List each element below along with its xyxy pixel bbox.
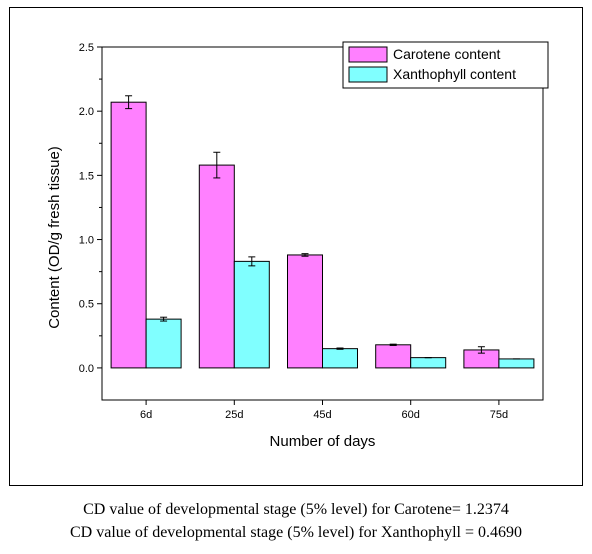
bar-carotene	[198, 164, 235, 369]
bar-xanthophyll	[145, 318, 182, 369]
legend-swatch	[348, 46, 388, 63]
legend-swatch	[348, 66, 388, 83]
x-tick-label: 45d	[313, 409, 331, 421]
bar-xanthophyll	[322, 348, 358, 369]
y-tick-label: 1.0	[79, 235, 94, 247]
bar-xanthophyll	[498, 358, 535, 369]
legend-label: Xanthophyll content	[393, 66, 516, 82]
bar-chart: 0.0 0.5 1.0 1.5 2.0 2.5 6d 25d 45d 60d 75d Number o…	[46, 41, 549, 450]
bar-carotene	[287, 254, 323, 369]
bar-carotene	[375, 344, 412, 369]
bar-carotene	[110, 101, 147, 369]
caption-xanthophyll-cd: CD value of developmental stage (5% leve…	[69, 524, 522, 541]
bar-xanthophyll	[233, 260, 270, 369]
y-tick-label: 0.5	[79, 299, 94, 311]
y-tick-label: 2.5	[79, 42, 94, 54]
x-tick-label: 75d	[490, 409, 508, 421]
bar-xanthophyll	[410, 357, 447, 369]
x-tick-label: 6d	[140, 409, 152, 421]
x-tick-label: 60d	[402, 409, 420, 421]
y-axis-label: Content (OD/g fresh tissue)	[46, 146, 63, 329]
caption-carotene-cd: CD value of developmental stage (5% leve…	[83, 501, 509, 518]
y-tick-label: 0.0	[79, 363, 94, 375]
legend-label: Carotene content	[393, 46, 501, 62]
x-axis-label: Number of days	[270, 433, 376, 450]
y-tick-label: 1.5	[79, 170, 94, 182]
y-tick-label: 2.0	[79, 106, 94, 118]
x-tick-label: 25d	[225, 409, 243, 421]
